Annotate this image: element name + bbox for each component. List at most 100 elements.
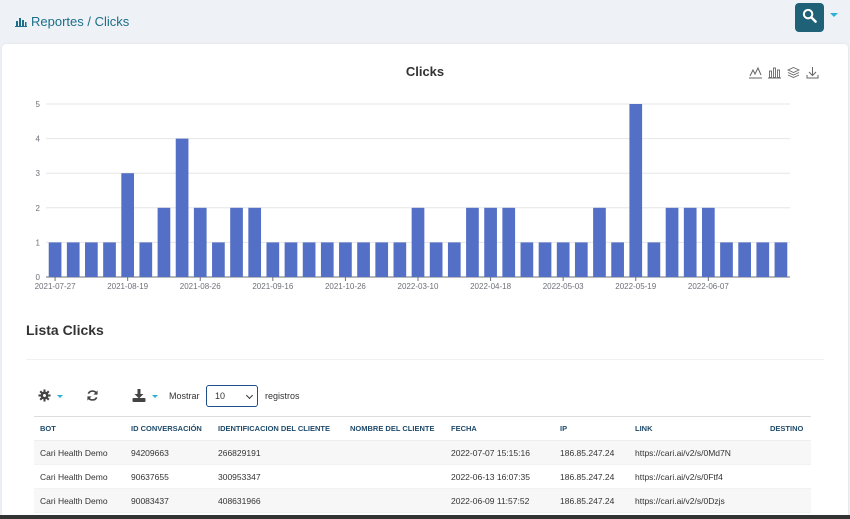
cell-bot: Cari Health Demo [34,488,125,513]
x-tick-label: 2022-03-10 [398,282,439,291]
bar [629,104,643,277]
chart-title: Clicks [405,64,445,79]
table-header-row: BOT ID CONVERSACIÓN IDENTIFICACION DEL C… [34,416,811,441]
cell-destination [764,440,811,465]
refresh-icon [86,389,99,404]
line-chart-icon[interactable] [749,66,762,79]
y-tick-label: 1 [36,238,41,247]
cell-client-id: 266829191 [212,440,344,465]
records-label: registros [265,391,300,401]
bar [611,242,624,277]
cell-ip: 186.85.247.24 [554,488,629,513]
x-tick-label: 2021-09-16 [252,282,293,291]
stack-icon[interactable] [786,66,801,79]
download-icon [132,389,146,404]
show-label: Mostrar [169,391,200,401]
column-header[interactable]: NOMBRE DEL CLIENTE [344,416,445,441]
column-header[interactable]: LINK [629,416,764,441]
y-tick-label: 2 [36,204,41,213]
bar [556,242,570,277]
download-dropdown[interactable] [132,389,158,404]
bar [320,242,334,277]
clicks-table: BOT ID CONVERSACIÓN IDENTIFICACION DEL C… [34,416,811,513]
bar [447,242,461,277]
cell-ip: 186.85.247.24 [554,440,629,465]
bar [484,207,497,277]
bar-chart-icon [15,17,27,27]
y-tick-label: 4 [36,135,41,144]
column-header[interactable]: IDENTIFICACION DEL CLIENTE [212,416,344,441]
cell-client-name [344,488,445,513]
refresh-button[interactable] [86,389,99,404]
bar [302,242,316,277]
x-tick-label: 2022-05-03 [543,282,584,291]
x-tick-label: 2022-06-07 [688,282,729,291]
column-header[interactable]: FECHA [445,416,554,441]
search-icon [802,8,817,28]
table-row[interactable]: Cari Health Demo 90083437 408631966 2022… [34,488,811,513]
list-title: Lista Clicks [26,322,104,338]
table-row[interactable]: Cari Health Demo 90637655 300953347 2022… [34,464,811,489]
bar [593,207,606,277]
bar [574,242,588,277]
breadcrumb: Reportes / Clicks [15,14,129,29]
search-dropdown-caret-icon[interactable] [830,13,838,17]
cell-link[interactable]: https://cari.ai/v2/s/0Ftf4 [629,464,764,489]
bar [375,242,389,277]
x-tick-label: 2022-05-19 [615,282,656,291]
chart-toolbox [749,66,819,79]
cell-client-id: 300953347 [212,464,344,489]
column-header[interactable]: ID CONVERSACIÓN [125,416,212,441]
x-tick-label: 2021-07-27 [35,282,76,291]
cell-link[interactable]: https://cari.ai/v2/s/0Md7N [629,440,764,465]
search-button[interactable] [795,3,824,32]
y-tick-label: 0 [36,273,41,282]
bottom-bar [0,515,850,519]
cell-conversation-id: 90083437 [125,488,212,513]
chevron-down-icon [245,391,254,400]
bar [212,242,225,277]
cell-conversation-id: 94209663 [125,440,212,465]
bar [756,242,770,277]
column-header[interactable]: DESTINO [764,416,811,441]
y-tick-label: 3 [36,169,41,178]
bar [103,242,116,277]
divider [26,359,824,360]
bar [157,207,171,277]
bar [175,138,189,277]
table-row[interactable]: Cari Health Demo 94209663 266829191 2022… [34,440,811,465]
gear-icon [38,389,51,404]
bar [683,207,697,277]
bar [720,242,733,277]
x-tick-label: 2021-10-26 [325,282,366,291]
cell-client-id: 408631966 [212,488,344,513]
clicks-bar-chart: 0 1 2 3 4 5 2021-07-27 2021-08-19 2021-08-26 2021… [35,100,790,291]
bar [193,207,207,277]
bar [66,242,80,277]
bar [339,242,352,277]
bar [665,207,679,277]
cell-link[interactable]: https://cari.ai/v2/s/0Dzjs [629,488,764,513]
bar [48,242,62,277]
breadcrumb-text[interactable]: Reportes / Clicks [31,14,130,29]
report-card: Clicks 0 1 2 3 4 5 2021-07-27 2021-08-19 2021-08… [2,44,848,519]
bar [701,207,715,277]
settings-dropdown[interactable] [38,389,63,404]
column-header[interactable]: BOT [34,416,125,441]
bar [393,242,407,277]
cell-bot: Cari Health Demo [34,464,125,489]
save-image-icon[interactable] [806,66,819,79]
bar [774,242,788,277]
bar [284,242,298,277]
cell-destination [764,464,811,489]
page-size-select[interactable]: 10 [206,385,258,407]
table-controls: Mostrar 10 registros [38,385,798,407]
column-header[interactable]: IP [554,416,629,441]
cell-bot: Cari Health Demo [34,440,125,465]
bar [411,207,425,277]
bar [647,242,661,277]
top-bar: Reportes / Clicks [0,0,850,42]
x-tick-label: 2022-04-18 [470,282,511,291]
bar [121,173,135,277]
bar-chart-toggle-icon[interactable] [768,66,781,79]
